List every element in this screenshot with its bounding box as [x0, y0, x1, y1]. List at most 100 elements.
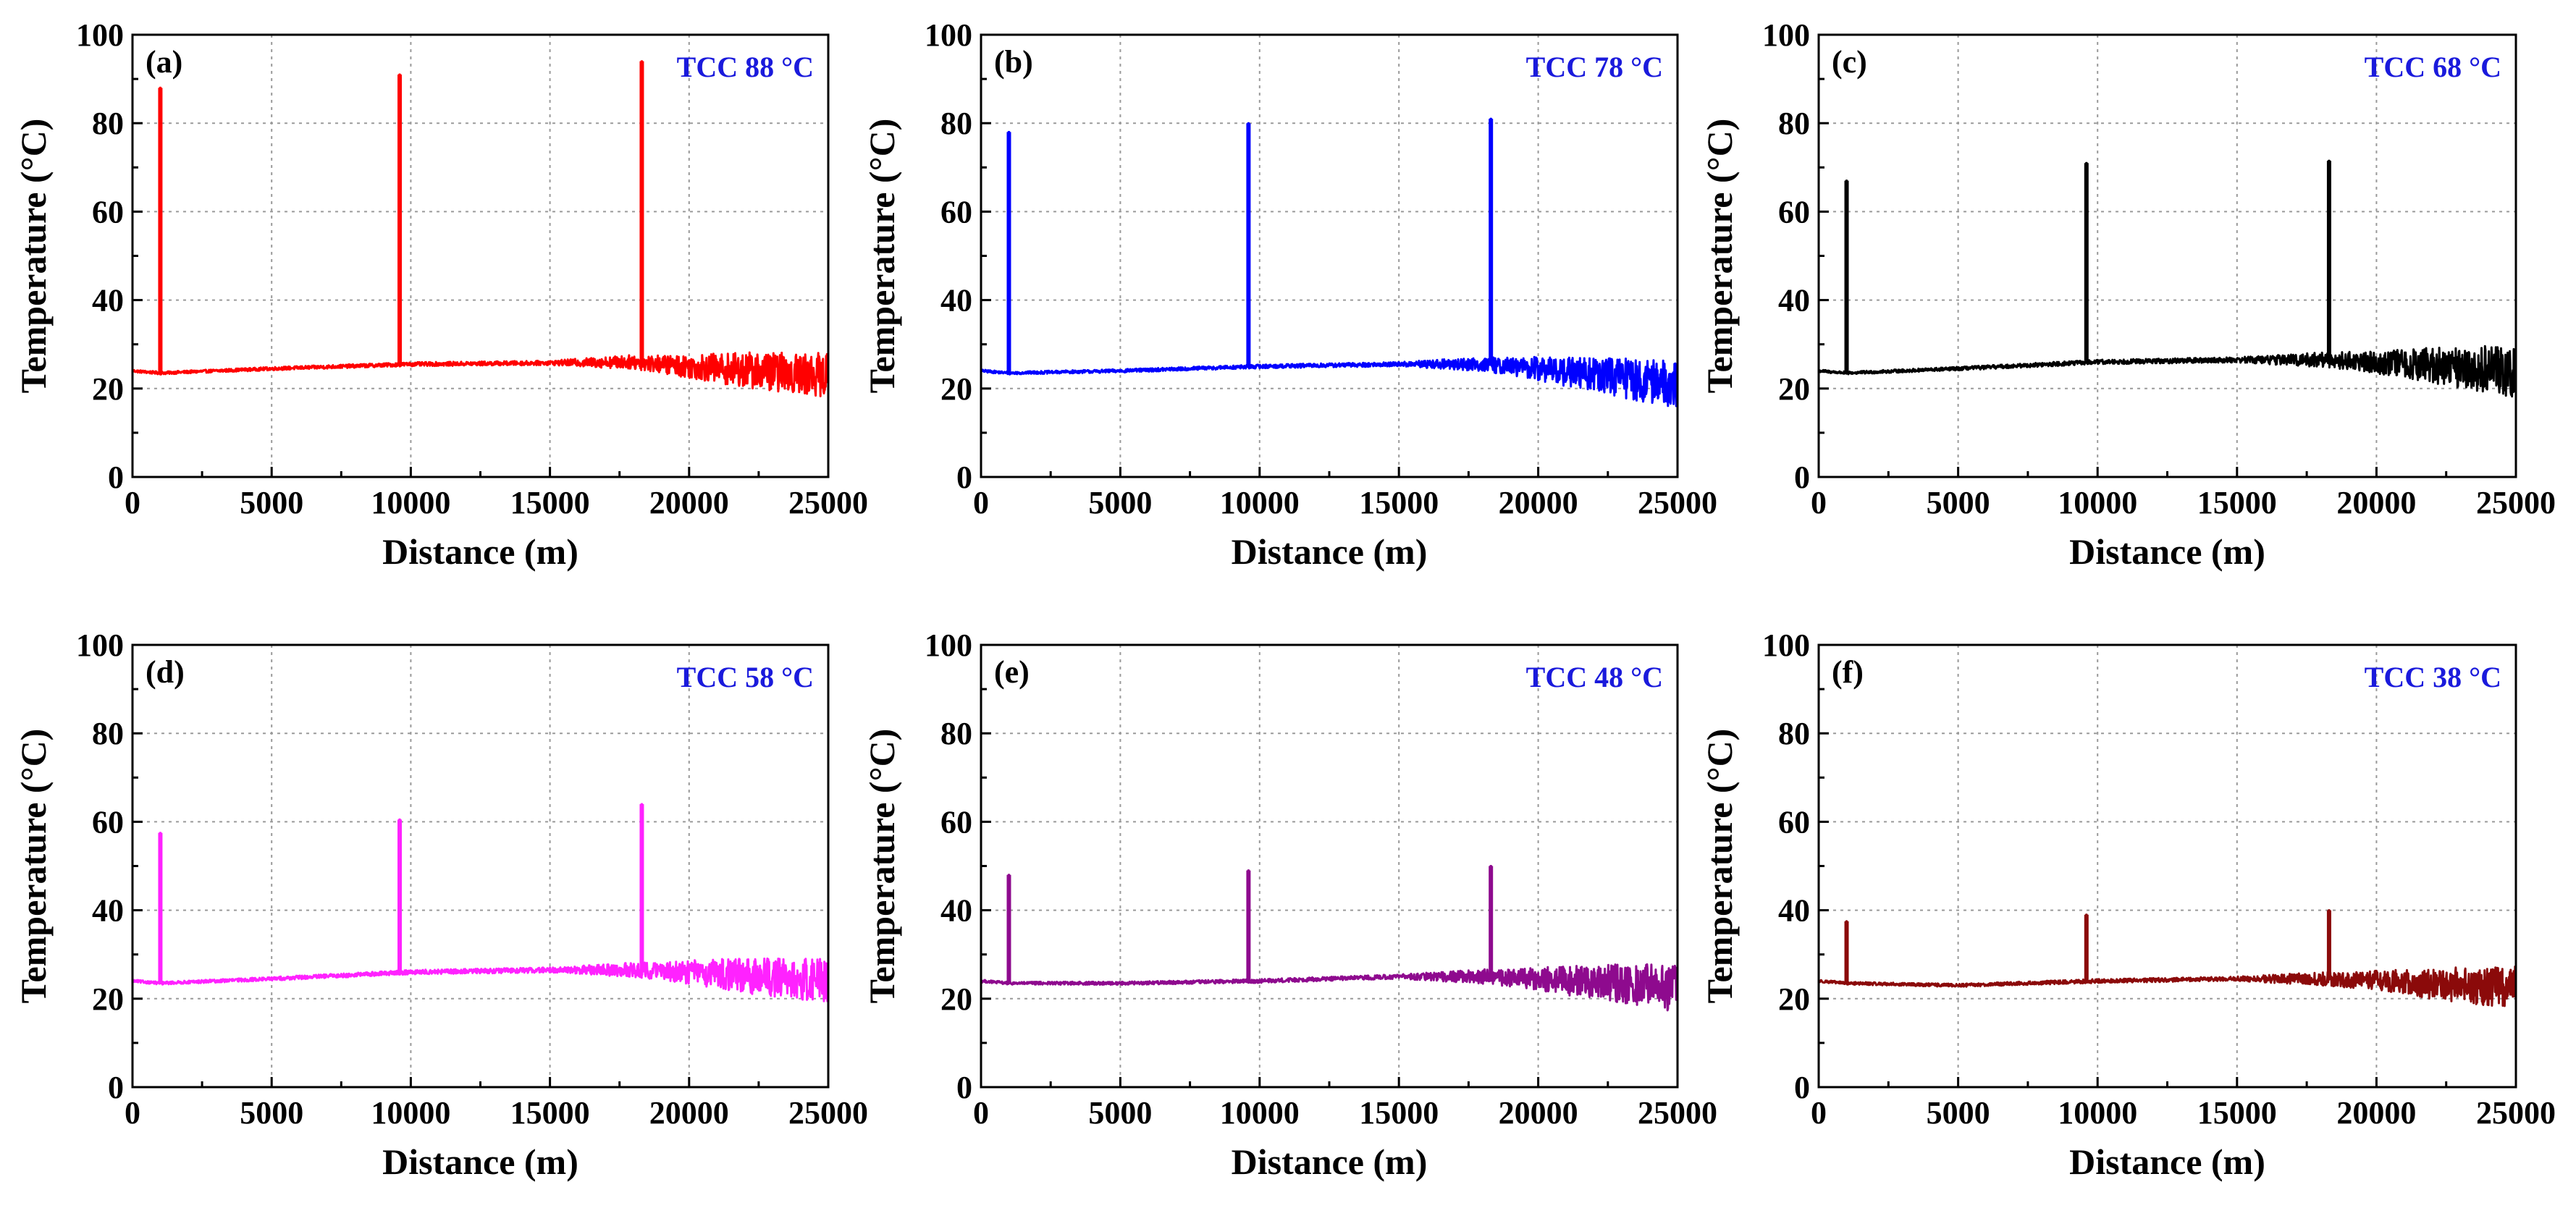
y-tick-label: 20 [1778, 981, 1810, 1017]
x-tick-label: 20000 [649, 1095, 729, 1131]
panel-label: (f) [1832, 654, 1864, 690]
chart-panel-e: 0 5000 10000 15000 20000 25000 0 20 40 60 80 100 Dis… [862, 628, 1717, 1182]
y-tick-label: 60 [1778, 194, 1810, 229]
y-tick-label: 60 [1778, 804, 1810, 840]
y-tick-label: 40 [92, 283, 124, 318]
temperature-series-line [1817, 909, 2517, 1008]
chart-panel-d: 0 5000 10000 15000 20000 25000 0 20 40 60 80 100 Dis… [13, 628, 868, 1182]
y-tick-label: 40 [940, 893, 972, 929]
x-axis-title: Distance (m) [382, 531, 578, 572]
x-tick-label: 10000 [2058, 485, 2137, 520]
y-tick-label: 100 [76, 17, 124, 53]
y-tick-label: 0 [956, 460, 972, 495]
y-tick-label: 80 [940, 106, 972, 141]
y-tick-label: 80 [1778, 716, 1810, 751]
plot-frame [131, 643, 830, 1089]
y-tick-label: 100 [76, 628, 124, 663]
y-tick-label: 0 [108, 1070, 124, 1105]
y-axis-title: Temperature (°C) [862, 729, 902, 1004]
x-tick-label: 10000 [1220, 485, 1300, 520]
y-tick-label: 80 [940, 716, 972, 751]
x-axis-title: Distance (m) [2069, 531, 2265, 572]
panel-label: (d) [146, 654, 185, 690]
x-axis-title: Distance (m) [1232, 1141, 1428, 1182]
x-tick-label: 10000 [371, 1095, 450, 1131]
plot-frame [980, 33, 1679, 478]
x-tick-label: 15000 [2197, 485, 2277, 520]
y-tick-label: 40 [1778, 893, 1810, 929]
x-tick-label: 0 [1811, 485, 1827, 520]
temperature-series-line [1818, 159, 2517, 398]
panel-label: (c) [1832, 44, 1867, 80]
y-tick-label: 80 [1778, 106, 1810, 141]
x-tick-label: 15000 [2197, 1095, 2277, 1131]
chart-panel-b: 0 5000 10000 15000 20000 25000 0 20 40 60 80 100 Dis… [862, 17, 1717, 572]
y-tick-label: 20 [92, 371, 124, 407]
panel-label: (b) [994, 44, 1033, 80]
tcc-annotation: TCC 78 °C [1526, 51, 1663, 83]
y-tick-label: 0 [956, 1070, 972, 1105]
tcc-annotation: TCC 88 °C [677, 51, 814, 83]
temperature-series-line [131, 803, 830, 1002]
plot-frame [980, 643, 1679, 1089]
x-tick-label: 5000 [1927, 1095, 1990, 1131]
y-tick-label: 60 [940, 804, 972, 840]
x-tick-label: 25000 [2476, 485, 2556, 520]
y-tick-label: 40 [940, 283, 972, 318]
x-tick-label: 25000 [788, 1095, 868, 1131]
y-axis-title: Temperature (°C) [1699, 729, 1740, 1004]
chart-panel-f: 0 5000 10000 15000 20000 25000 0 20 40 60 80 100 Dis… [1699, 628, 2556, 1182]
panel-label: (a) [146, 44, 182, 80]
y-axis-title: Temperature (°C) [1699, 119, 1740, 394]
tcc-annotation: TCC 48 °C [1526, 661, 1663, 693]
tcc-annotation: TCC 68 °C [2365, 51, 2501, 83]
x-tick-label: 5000 [240, 485, 303, 520]
x-tick-label: 20000 [2336, 485, 2416, 520]
y-tick-label: 100 [1762, 628, 1810, 663]
x-axis-title: Distance (m) [1232, 531, 1428, 572]
x-tick-label: 5000 [1088, 485, 1152, 520]
y-tick-label: 60 [92, 804, 124, 840]
y-tick-label: 0 [1794, 1070, 1810, 1105]
x-tick-label: 20000 [1499, 1095, 1578, 1131]
y-tick-label: 40 [1778, 283, 1810, 318]
y-tick-label: 20 [1778, 371, 1810, 407]
x-tick-label: 25000 [1638, 1095, 1717, 1131]
y-axis-title: Temperature (°C) [13, 729, 54, 1004]
chart-panel-c: 0 5000 10000 15000 20000 25000 0 20 40 60 80 100 Dis… [1699, 17, 2556, 572]
x-tick-label: 20000 [649, 485, 729, 520]
x-tick-label: 5000 [1927, 485, 1990, 520]
x-tick-label: 15000 [510, 1095, 590, 1131]
temperature-series-line [980, 865, 1679, 1012]
plot-frame [131, 33, 830, 478]
x-tick-label: 0 [973, 485, 989, 520]
y-tick-label: 40 [92, 893, 124, 929]
x-tick-label: 0 [973, 1095, 989, 1131]
temperature-series-line [980, 117, 1679, 407]
y-tick-label: 100 [925, 17, 972, 53]
x-tick-label: 25000 [2476, 1095, 2556, 1131]
y-tick-label: 0 [1794, 460, 1810, 495]
chart-panel-a: 0 5000 10000 15000 20000 25000 0 20 40 60 80 100 Dis… [13, 17, 868, 572]
y-axis-title: Temperature (°C) [13, 119, 54, 394]
y-tick-label: 100 [1762, 17, 1810, 53]
tcc-annotation: TCC 58 °C [677, 661, 814, 693]
plot-frame [1817, 33, 2517, 478]
x-tick-label: 0 [1811, 1095, 1827, 1131]
y-tick-label: 80 [92, 716, 124, 751]
x-tick-label: 20000 [2336, 1095, 2416, 1131]
y-tick-label: 60 [92, 194, 124, 229]
panel-label: (e) [994, 654, 1030, 690]
x-tick-label: 10000 [1220, 1095, 1300, 1131]
x-tick-label: 10000 [371, 485, 450, 520]
x-axis-title: Distance (m) [2069, 1141, 2265, 1182]
y-tick-label: 0 [108, 460, 124, 495]
x-tick-label: 10000 [2058, 1095, 2137, 1131]
x-tick-label: 0 [125, 1095, 140, 1131]
x-tick-label: 25000 [788, 485, 868, 520]
y-axis-title: Temperature (°C) [862, 119, 902, 394]
temperature-series-line [131, 60, 830, 397]
y-tick-label: 20 [940, 981, 972, 1017]
x-tick-label: 15000 [1359, 1095, 1439, 1131]
